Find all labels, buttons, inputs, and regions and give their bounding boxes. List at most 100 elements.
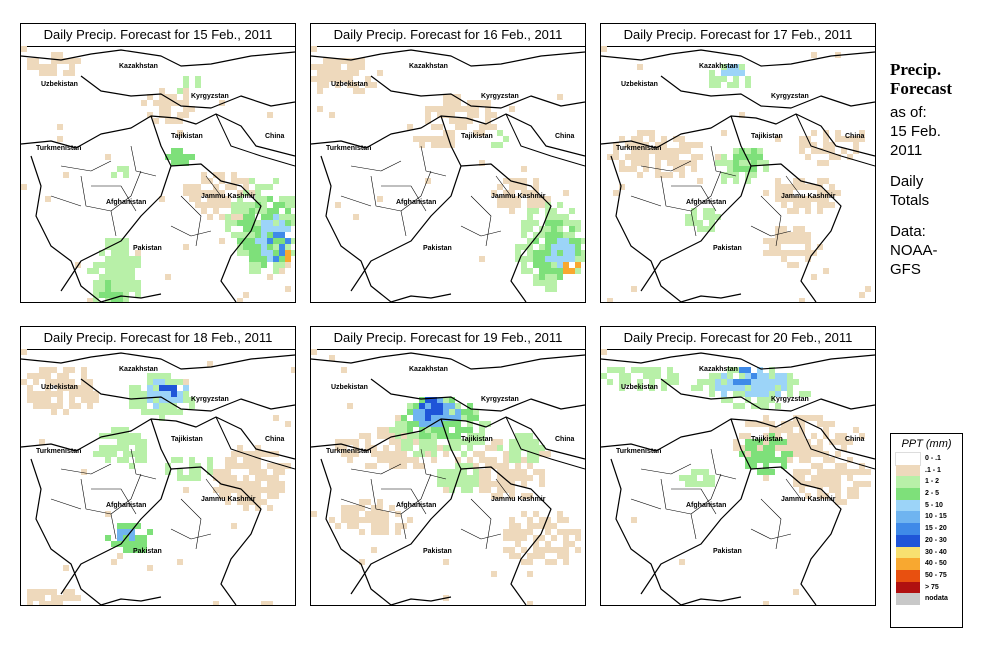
border-central-asia: [660, 75, 875, 109]
precip-map: Kazakhstan Uzbekistan Kyrgyzstan Tajikistan…: [311, 46, 585, 302]
map-label-turkmenistan: Turkmenistan: [36, 448, 81, 455]
precip-map: Kazakhstan Uzbekistan Kyrgyzstan Tajikistan…: [601, 349, 875, 605]
legend-label: 15 - 20: [925, 525, 947, 533]
border-central-asia: [370, 378, 585, 412]
legend-swatch: [896, 593, 920, 605]
map-label-pakistan: Pakistan: [133, 245, 162, 252]
coastline: [680, 293, 742, 302]
border-iran: [610, 155, 682, 302]
legend-swatch: [896, 569, 920, 582]
border-afghan-north: [21, 416, 295, 460]
legend-row: 15 - 20: [891, 523, 962, 535]
as-of-date-1: 15 Feb.: [890, 123, 941, 140]
border-pak-india: [750, 466, 842, 605]
legend-label: > 75: [925, 583, 939, 591]
legend-label: .1 - 1: [925, 466, 941, 474]
province-lines-east: [460, 478, 512, 550]
as-of-date-2: 2011: [890, 142, 923, 159]
border-central-asia: [660, 378, 875, 412]
map-label-afghanistan: Afghanistan: [106, 199, 146, 206]
legend-label: 2 - 5: [925, 490, 940, 498]
border-north: [601, 352, 875, 370]
province-lines: [340, 145, 447, 237]
forecast-panel-5: Daily Precip. Forecast for 19 Feb., 2011…: [310, 326, 586, 606]
map-label-turkmenistan: Turkmenistan: [616, 145, 661, 152]
province-lines-east: [750, 175, 802, 247]
legend-row: 1 - 2: [891, 476, 962, 489]
map-canvas: Kazakhstan Uzbekistan Kyrgyzstan Tajikistan…: [21, 349, 295, 605]
border-north: [311, 352, 585, 370]
legend-label: 5 - 10: [925, 501, 943, 509]
legend-row: 10 - 15: [891, 511, 962, 524]
border-central-asia: [370, 75, 585, 109]
precip-map: Kazakhstan Uzbekistan Kyrgyzstan Tajikistan…: [311, 349, 585, 605]
map-label-afghanistan: Afghanistan: [396, 502, 436, 509]
map-canvas: Kazakhstan Uzbekistan Kyrgyzstan Tajikistan…: [601, 349, 875, 605]
legend-swatch: [896, 476, 920, 489]
map-label-kyrgyzstan: Kyrgyzstan: [481, 93, 519, 100]
map-label-kyrgyzstan: Kyrgyzstan: [481, 396, 519, 403]
precip-map: Kazakhstan Uzbekistan Kyrgyzstan Tajikistan…: [601, 46, 875, 302]
data-source-2: GFS: [890, 261, 921, 278]
map-label-china: China: [845, 436, 865, 443]
legend-swatch: [896, 488, 920, 500]
border-afghan-north: [311, 113, 585, 157]
legend-label: 1 - 2: [925, 478, 940, 486]
legend-swatch: [896, 464, 920, 477]
map-label-china: China: [265, 133, 285, 140]
border-north: [21, 352, 295, 370]
precip-cells: [21, 349, 295, 605]
legend-row: 0 - .1: [891, 452, 962, 466]
map-label-afghanistan: Afghanistan: [686, 199, 726, 206]
map-label-kazakhstan: Kazakhstan: [119, 366, 158, 373]
legend-rows: 0 - .1 .1 - 1 1 - 2 2 - 5 5 - 10 10 - 15…: [891, 452, 962, 605]
legend-label: 20 - 30: [925, 536, 947, 544]
map-label-china: China: [555, 436, 575, 443]
border-afghan-north: [601, 113, 875, 157]
map-label-tajikistan: Tajikistan: [461, 436, 493, 443]
border-afpak: [60, 115, 172, 292]
province-lines-east: [750, 478, 802, 550]
map-label-tajikistan: Tajikistan: [171, 133, 203, 140]
map-label-turkmenistan: Turkmenistan: [326, 145, 371, 152]
map-label-uzbekistan: Uzbekistan: [41, 81, 78, 88]
map-label-uzbekistan: Uzbekistan: [621, 384, 658, 391]
legend-label: nodata: [925, 595, 948, 603]
legend-label: 0 - .1: [925, 455, 941, 462]
map-label-kyrgyzstan: Kyrgyzstan: [771, 396, 809, 403]
map-label-kazakhstan: Kazakhstan: [699, 63, 738, 70]
legend-row: 5 - 10: [891, 499, 962, 512]
map-label-pakistan: Pakistan: [423, 548, 452, 555]
province-lines: [50, 448, 157, 540]
legend-swatch: [896, 499, 920, 512]
province-lines: [630, 145, 737, 237]
forecast-panel-3: Daily Precip. Forecast for 17 Feb., 2011…: [600, 23, 876, 303]
precip-legend: PPT (mm) 0 - .1 .1 - 1 1 - 2 2 - 5 5 - 1…: [890, 433, 963, 628]
map-canvas: Kazakhstan Uzbekistan Kyrgyzstan Tajikistan…: [311, 46, 585, 302]
precip-cells: [311, 46, 585, 292]
legend-swatch: [896, 511, 920, 524]
legend-label: 30 - 40: [925, 548, 947, 556]
border-pak-india: [460, 163, 552, 302]
province-lines: [340, 448, 447, 540]
map-label-kazakhstan: Kazakhstan: [119, 63, 158, 70]
map-label-uzbekistan: Uzbekistan: [41, 384, 78, 391]
legend-title: PPT (mm): [901, 438, 952, 450]
map-label-china: China: [265, 436, 285, 443]
map-label-turkmenistan: Turkmenistan: [36, 145, 81, 152]
map-canvas: Kazakhstan Uzbekistan Kyrgyzstan Tajikistan…: [311, 349, 585, 605]
map-canvas: Kazakhstan Uzbekistan Kyrgyzstan Tajikistan…: [21, 46, 295, 302]
border-afpak: [60, 418, 172, 595]
border-china: [505, 113, 585, 167]
border-pak-india: [170, 466, 262, 605]
border-pak-india: [750, 163, 842, 302]
border-central-asia: [80, 378, 295, 412]
border-north: [311, 49, 585, 67]
map-label-jammu_kashmir: Jammu Kashmir: [201, 496, 256, 503]
panel-title: Daily Precip. Forecast for 15 Feb., 2011: [21, 24, 295, 47]
border-afpak: [350, 115, 462, 292]
precip-map: Kazakhstan Uzbekistan Kyrgyzstan Tajikistan…: [21, 46, 295, 302]
panel-title: Daily Precip. Forecast for 18 Feb., 2011: [21, 327, 295, 350]
legend-swatch: [896, 558, 920, 570]
map-label-pakistan: Pakistan: [713, 245, 742, 252]
